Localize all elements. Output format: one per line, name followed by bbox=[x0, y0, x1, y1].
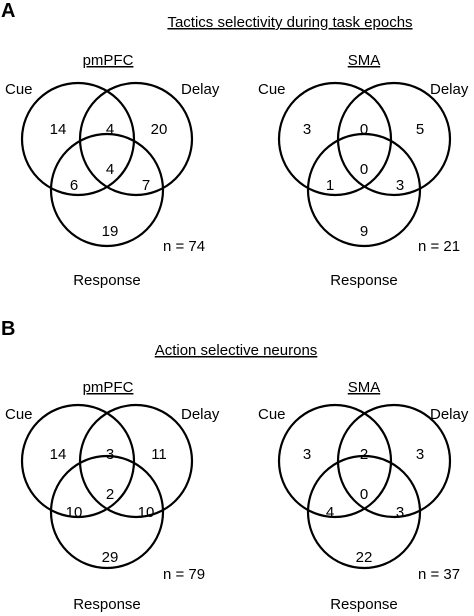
response-label: Response bbox=[330, 596, 398, 613]
count-cue-delay: 2 bbox=[360, 446, 368, 463]
count-delay-response: 3 bbox=[396, 177, 404, 194]
cue-label: Cue bbox=[5, 406, 33, 423]
response-set-circle bbox=[306, 454, 422, 570]
cue-label: Cue bbox=[258, 406, 286, 423]
count-delay-only: 20 bbox=[151, 121, 168, 138]
cue-label: Cue bbox=[258, 81, 286, 98]
count-cue-delay: 4 bbox=[106, 121, 114, 138]
count-response-only: 9 bbox=[360, 223, 368, 240]
count-response-only: 29 bbox=[102, 549, 119, 566]
n-count: n = 79 bbox=[163, 566, 205, 583]
count-delay-only: 3 bbox=[416, 446, 424, 463]
panel-b: B Action selective neurons pmPFC Cue Del… bbox=[1, 318, 469, 613]
count-center: 0 bbox=[360, 486, 368, 503]
venn-diagram-pmpfc: pmPFC Cue Delay Response 14 4 20 4 6 7 1… bbox=[5, 52, 220, 289]
count-response-only: 22 bbox=[356, 549, 373, 566]
region-label: pmPFC bbox=[83, 52, 134, 69]
count-delay-response: 7 bbox=[142, 177, 150, 194]
delay-set-circle bbox=[336, 81, 452, 197]
response-set-circle bbox=[49, 132, 165, 248]
count-center: 2 bbox=[106, 486, 114, 503]
count-cue-response: 10 bbox=[66, 504, 83, 521]
count-cue-only: 3 bbox=[303, 121, 311, 138]
count-delay-response: 3 bbox=[396, 504, 404, 521]
count-cue-delay: 3 bbox=[106, 446, 114, 463]
delay-label: Delay bbox=[430, 406, 469, 423]
region-label: SMA bbox=[348, 379, 381, 396]
response-set-circle bbox=[49, 454, 165, 570]
count-center: 0 bbox=[360, 161, 368, 178]
count-cue-only: 14 bbox=[50, 121, 67, 138]
count-cue-only: 14 bbox=[50, 446, 67, 463]
count-center: 4 bbox=[106, 161, 114, 178]
venn-diagram-sma: SMA Cue Delay Response 3 0 5 0 1 3 9 n =… bbox=[258, 52, 469, 289]
venn-diagram-pmpfc: pmPFC Cue Delay Response 14 3 11 2 10 10… bbox=[5, 379, 220, 613]
count-delay-only: 5 bbox=[416, 121, 424, 138]
response-label: Response bbox=[330, 272, 398, 289]
n-count: n = 21 bbox=[418, 238, 460, 255]
cue-set-circle bbox=[277, 81, 393, 197]
count-cue-only: 3 bbox=[303, 446, 311, 463]
cue-set-circle bbox=[20, 403, 136, 519]
count-cue-delay: 0 bbox=[360, 121, 368, 138]
region-label: pmPFC bbox=[83, 379, 134, 396]
delay-set-circle bbox=[336, 403, 452, 519]
panel-title: Tactics selectivity during task epochs bbox=[167, 14, 412, 31]
panel-letter: B bbox=[1, 318, 15, 340]
response-label: Response bbox=[73, 272, 141, 289]
response-set-circle bbox=[306, 132, 422, 248]
delay-label: Delay bbox=[430, 81, 469, 98]
delay-label: Delay bbox=[181, 81, 220, 98]
region-label: SMA bbox=[348, 52, 381, 69]
count-response-only: 19 bbox=[102, 223, 119, 240]
count-delay-response: 10 bbox=[138, 504, 155, 521]
cue-set-circle bbox=[20, 81, 136, 197]
n-count: n = 74 bbox=[163, 238, 205, 255]
cue-label: Cue bbox=[5, 81, 33, 98]
delay-label: Delay bbox=[181, 406, 220, 423]
delay-set-circle bbox=[78, 403, 194, 519]
n-count: n = 37 bbox=[418, 566, 460, 583]
delay-set-circle bbox=[78, 81, 194, 197]
count-cue-response: 1 bbox=[326, 177, 334, 194]
count-cue-response: 6 bbox=[70, 177, 78, 194]
cue-set-circle bbox=[277, 403, 393, 519]
response-label: Response bbox=[73, 596, 141, 613]
panel-a: A Tactics selectivity during task epochs… bbox=[1, 0, 469, 289]
count-cue-response: 4 bbox=[326, 504, 334, 521]
count-delay-only: 11 bbox=[151, 446, 167, 463]
venn-diagram-sma: SMA Cue Delay Response 3 2 3 0 4 3 22 n … bbox=[258, 379, 469, 613]
panel-title: Action selective neurons bbox=[155, 342, 318, 359]
panel-letter: A bbox=[1, 0, 15, 22]
